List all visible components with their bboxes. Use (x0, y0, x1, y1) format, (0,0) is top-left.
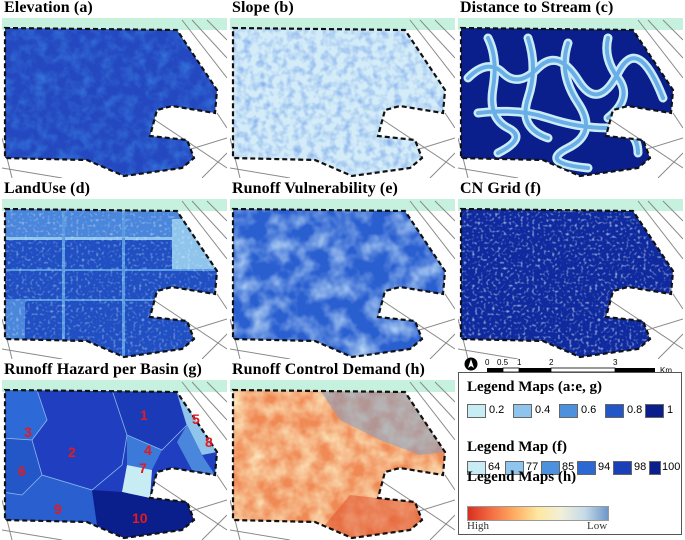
scale-tick-0-5: 0.5 (497, 358, 509, 367)
legend-f-swatch-1 (467, 461, 486, 475)
legend-h-high-label: High (467, 520, 489, 532)
runoff-vulnerability-map[interactable] (230, 199, 455, 359)
slope-map[interactable] (230, 18, 455, 178)
scale-unit: Km (660, 366, 672, 375)
basin-label-4: 4 (144, 442, 152, 458)
elevation-map[interactable] (2, 18, 227, 178)
legend-ae-swatch-4 (605, 404, 624, 418)
legend-f-swatch-4 (577, 461, 596, 475)
basin-label-6: 6 (18, 463, 26, 479)
legend-ae-swatch-2 (513, 404, 532, 418)
legend-ae-swatch-1 (467, 404, 486, 418)
legend-f-label-2: 77 (526, 461, 539, 473)
legend-ae-label-5: 1 (667, 404, 674, 416)
north-arrow-icon (464, 357, 478, 376)
legend-f-swatch-2 (505, 461, 524, 475)
basin-label-10: 10 (132, 510, 148, 526)
basin-label-2: 2 (68, 444, 76, 460)
basin-label-1: 1 (140, 407, 148, 423)
legend-h-title: Legend Maps (h) (467, 469, 577, 485)
basin-label-9: 9 (54, 501, 62, 517)
runoff-hazard-map[interactable] (2, 380, 227, 540)
legend-f-swatch-5 (613, 461, 632, 475)
legend-ae-swatch-5 (645, 404, 664, 418)
distance-to-stream-map[interactable] (458, 18, 683, 178)
legend-f-label-6: 100 (662, 461, 681, 473)
legend-h-gradient (467, 506, 609, 521)
panel-title: Runoff Vulnerability (e) (232, 180, 398, 197)
legend-ae-title: Legend Maps (a:e, g) (467, 379, 602, 395)
legend-f-swatch-6 (649, 461, 661, 475)
landuse-map[interactable] (2, 199, 227, 359)
panel-title: LandUse (d) (4, 180, 91, 197)
scale-tick-1: 1 (517, 358, 522, 367)
legend-f-label-3: 85 (562, 461, 575, 473)
panel-title: CN Grid (f) (460, 180, 542, 197)
scale-tick-2: 2 (549, 358, 554, 367)
legend-panel: Legend Maps (a:e, g) 0.2 0.4 0.6 0.8 1 L… (458, 372, 682, 535)
legend-f-title: Legend Map (f) (467, 439, 567, 455)
legend-ae-label-2: 0.4 (535, 404, 551, 416)
panel-title: Distance to Stream (c) (460, 0, 614, 16)
scale-tick-3: 3 (613, 358, 618, 367)
basin-label-8: 8 (205, 434, 213, 450)
cn-grid-map[interactable] (458, 199, 683, 359)
basin-label-7: 7 (139, 460, 147, 476)
legend-f-swatch-3 (541, 461, 560, 475)
panel-title: Slope (b) (232, 0, 294, 16)
runoff-control-demand-map[interactable] (230, 380, 455, 540)
basin-label-3: 3 (24, 424, 32, 440)
legend-h-low-label: Low (587, 520, 608, 532)
legend-ae-label-4: 0.8 (627, 404, 643, 416)
panel-title: Runoff Control Demand (h) (232, 361, 425, 378)
panel-title: Runoff Hazard per Basin (g) (4, 361, 202, 378)
legend-f-label-5: 98 (634, 461, 647, 473)
legend-ae-label-3: 0.6 (581, 404, 597, 416)
legend-f-label-1: 64 (488, 461, 501, 473)
legend-f-label-4: 94 (598, 461, 611, 473)
legend-ae-label-1: 0.2 (489, 404, 505, 416)
basin-label-5: 5 (192, 411, 200, 427)
scale-tick-0: 0 (485, 358, 490, 367)
legend-ae-swatch-3 (559, 404, 578, 418)
panel-title: Elevation (a) (4, 0, 93, 16)
